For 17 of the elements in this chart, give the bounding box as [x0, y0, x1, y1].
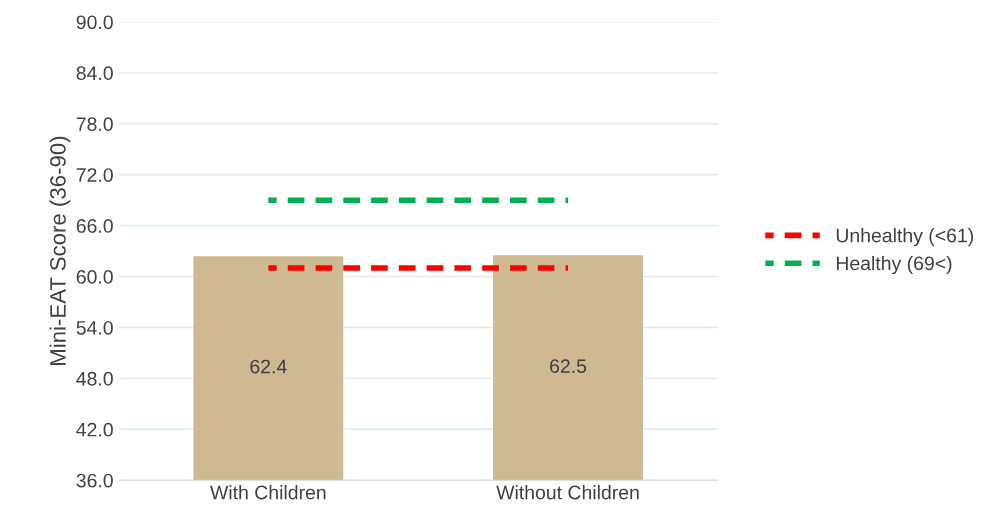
y-tick-label: 54.0 — [76, 320, 113, 335]
data-label: 62.5 — [550, 359, 587, 373]
legend-label: Unhealthy (<61) — [836, 228, 974, 247]
y-tick-label: 60.0 — [76, 270, 113, 284]
y-tick-label: 78.0 — [76, 117, 113, 132]
y-tick-label: 66.0 — [76, 219, 113, 233]
y-tick-label: 42.0 — [76, 422, 113, 437]
data-label: 62.4 — [250, 359, 287, 374]
y-tick-label: 90.0 — [76, 15, 113, 30]
y-tick-label: 48.0 — [76, 371, 113, 386]
y-axis-title: Mini-EAT Score (36-90) — [49, 136, 71, 365]
y-tick-label: 36.0 — [76, 473, 113, 488]
y-tick-label: 72.0 — [76, 168, 113, 182]
x-tick-label: Without Children — [496, 485, 639, 500]
x-tick-label: With Children — [210, 485, 326, 500]
y-tick-label: 84.0 — [76, 66, 113, 81]
legend-label: Healthy (69<) — [836, 255, 952, 275]
